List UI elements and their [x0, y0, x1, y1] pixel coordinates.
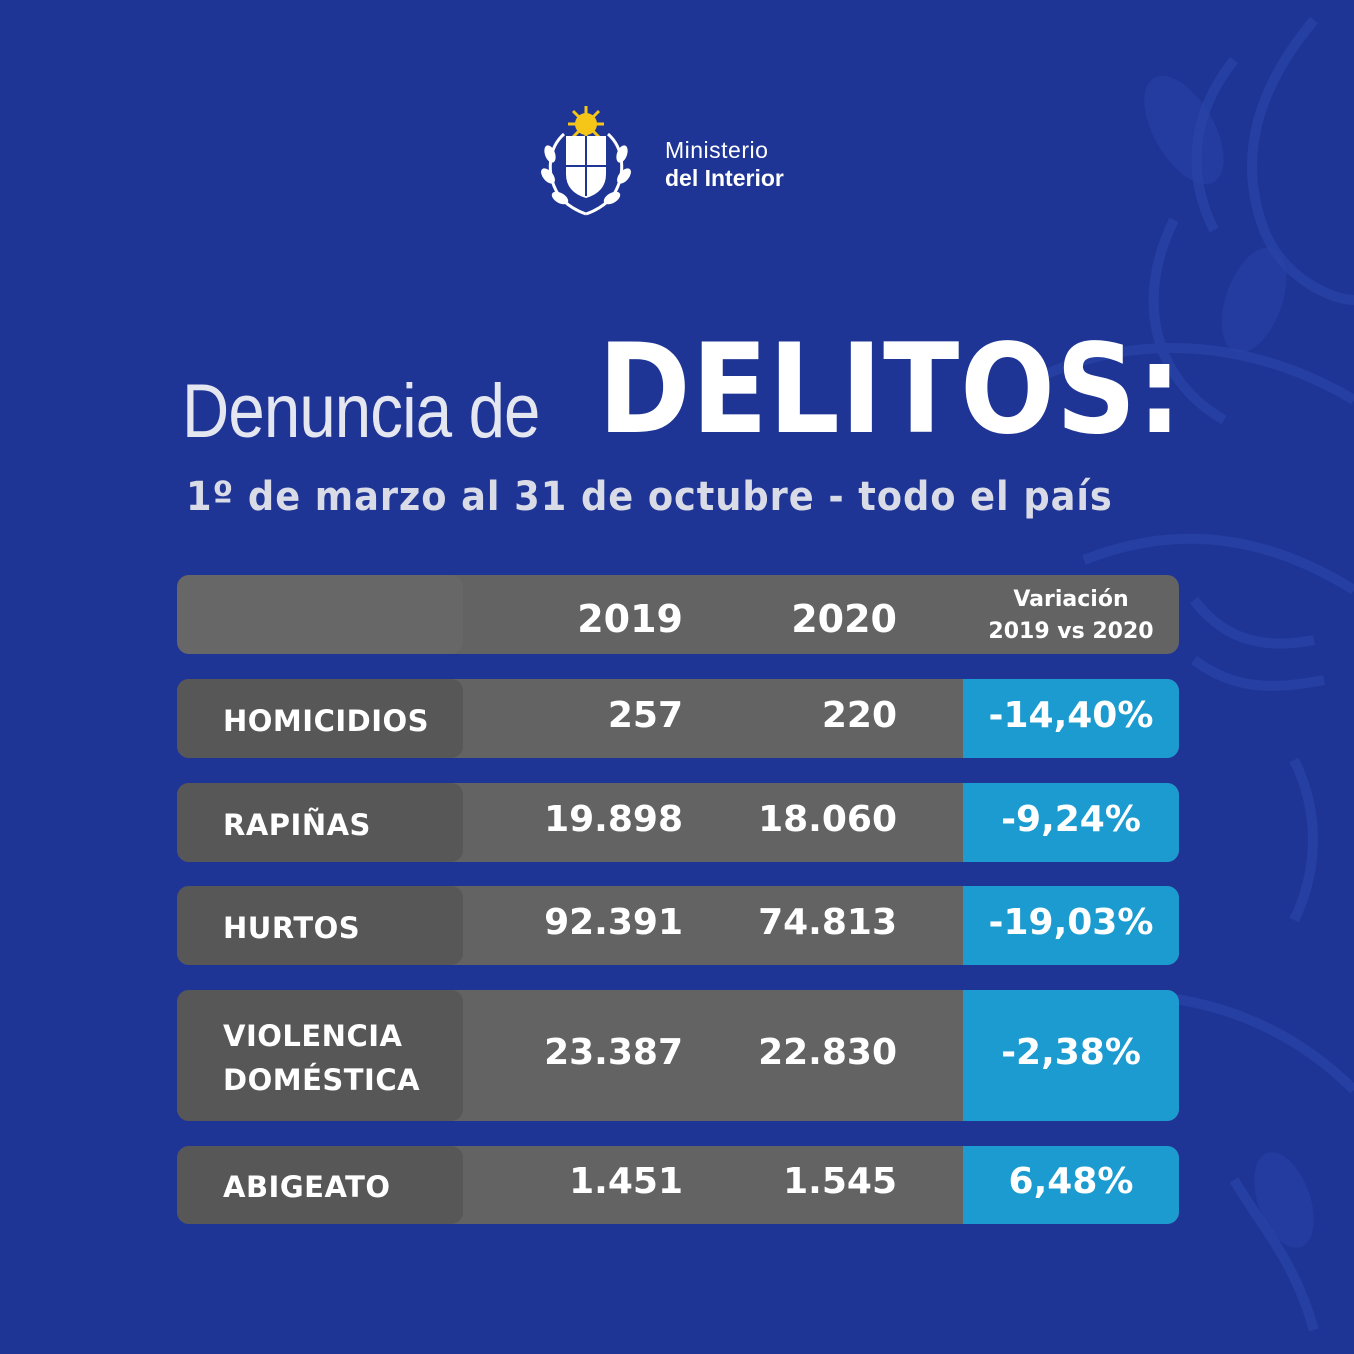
- variation-cell: [963, 679, 1179, 758]
- value-2020: 74.813: [758, 901, 897, 943]
- ministry-name: Ministerio del Interior: [665, 136, 784, 192]
- value-2019: 257: [607, 694, 683, 736]
- header-variation-line1: Variación: [1013, 587, 1129, 612]
- table-row: ABIGEATO 1.451 1.545 6,48%: [177, 1146, 1179, 1224]
- header-year-2020: 2020: [791, 597, 897, 641]
- value-2020: 22.830: [758, 1031, 897, 1073]
- category-cell: ABIGEATO: [177, 1146, 463, 1224]
- ministry-line2: del Interior: [665, 165, 784, 191]
- category-cell: VIOLENCIA DOMÉSTICA: [177, 990, 463, 1121]
- variation-value: -14,40%: [988, 694, 1154, 736]
- category-label: HURTOS: [223, 910, 361, 945]
- variation-value: 6,48%: [1008, 1161, 1134, 1202]
- coat-of-arms-logo: [541, 106, 631, 216]
- variation-value: -19,03%: [988, 901, 1154, 943]
- category-label: ABIGEATO: [223, 1170, 391, 1204]
- category-cell: HOMICIDIOS: [177, 679, 463, 758]
- title-main: DELITOS:: [598, 318, 1183, 462]
- variation-value: -9,24%: [1001, 798, 1141, 840]
- variation-cell: [963, 990, 1179, 1121]
- table-row: HURTOS 92.391 74.813 -19,03%: [177, 886, 1179, 965]
- subtitle-period: 1º de marzo al 31 de octubre - todo el p…: [186, 474, 1113, 520]
- variation-cell: [963, 1146, 1179, 1224]
- header-empty-cell: [177, 575, 463, 654]
- value-2020: 1.545: [783, 1161, 897, 1202]
- table-row: HOMICIDIOS 257 220 -14,40%: [177, 679, 1179, 758]
- value-2019: 23.387: [544, 1031, 683, 1073]
- category-label: RAPIÑAS: [223, 807, 371, 842]
- variation-cell: [963, 886, 1179, 965]
- header-year-2019: 2019: [577, 597, 683, 641]
- value-2019: 19.898: [544, 798, 683, 840]
- category-label: DOMÉSTICA: [223, 1062, 421, 1097]
- value-2019: 1.451: [569, 1161, 683, 1202]
- value-2020: 18.060: [758, 798, 897, 840]
- variation-value: -2,38%: [1001, 1031, 1141, 1073]
- table-row: VIOLENCIA DOMÉSTICA 23.387 22.830 -2,38%: [177, 990, 1179, 1121]
- category-label: VIOLENCIA: [223, 1018, 403, 1053]
- variation-cell: [963, 783, 1179, 862]
- header-variation-line2: 2019 vs 2020: [988, 619, 1154, 644]
- header-variation: Variación 2019 vs 2020: [963, 584, 1179, 648]
- category-cell: RAPIÑAS: [177, 783, 463, 862]
- value-2020: 220: [821, 694, 897, 736]
- title-prefix: Denuncia de: [182, 369, 540, 454]
- table-header-row: 2019 2020 Variación 2019 vs 2020: [177, 575, 1179, 654]
- category-cell: HURTOS: [177, 886, 463, 965]
- value-2019: 92.391: [544, 901, 683, 943]
- ministry-line1: Ministerio: [665, 137, 769, 163]
- table-row: RAPIÑAS 19.898 18.060 -9,24%: [177, 783, 1179, 862]
- category-label: HOMICIDIOS: [223, 703, 430, 738]
- coat-of-arms-watermark: [1031, 16, 1354, 1332]
